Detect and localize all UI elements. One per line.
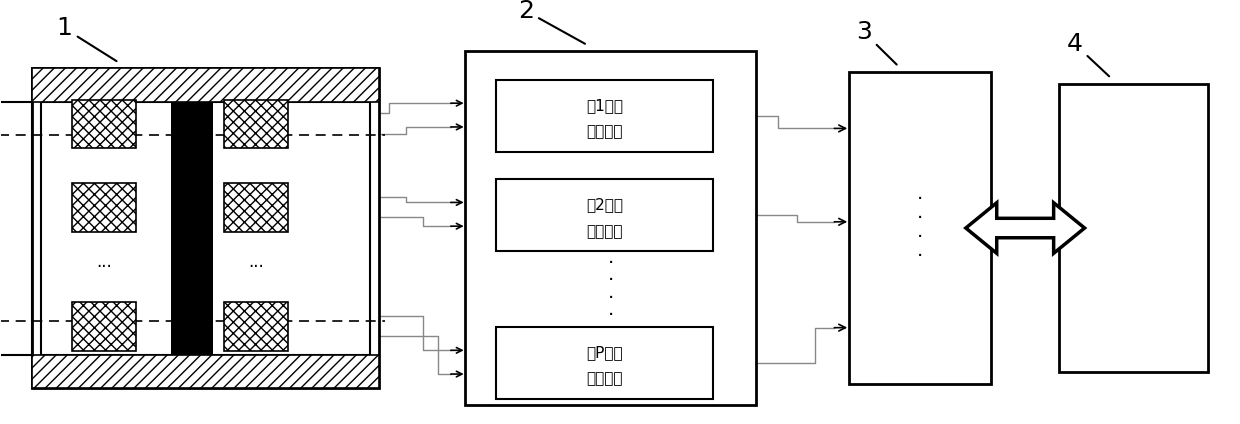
Bar bbox=[32, 68, 378, 102]
Bar bbox=[224, 100, 289, 148]
Text: ·
·
·
·: · · · · bbox=[916, 190, 923, 266]
Bar bbox=[496, 327, 713, 399]
Text: 第P差分: 第P差分 bbox=[587, 345, 622, 360]
Bar bbox=[32, 68, 378, 388]
Text: 3: 3 bbox=[856, 20, 897, 64]
Bar bbox=[849, 73, 991, 384]
Bar bbox=[72, 183, 136, 232]
Bar bbox=[72, 302, 136, 351]
Bar bbox=[41, 102, 370, 354]
Bar bbox=[32, 354, 378, 388]
Text: ···: ··· bbox=[248, 258, 264, 276]
Bar bbox=[72, 100, 136, 148]
Polygon shape bbox=[966, 203, 1085, 253]
Bar bbox=[224, 183, 289, 232]
Text: 4: 4 bbox=[1066, 32, 1109, 76]
Text: 检测电路: 检测电路 bbox=[587, 224, 622, 239]
Bar bbox=[465, 51, 756, 405]
Bar bbox=[224, 302, 289, 351]
Text: 检测电路: 检测电路 bbox=[587, 371, 622, 387]
Text: ·
·
·
·: · · · · bbox=[608, 254, 614, 325]
Text: 检测电路: 检测电路 bbox=[587, 125, 622, 139]
Text: 2: 2 bbox=[517, 0, 585, 44]
Text: 第1差分: 第1差分 bbox=[587, 98, 622, 113]
Bar bbox=[496, 80, 713, 152]
Bar bbox=[1059, 84, 1208, 372]
Bar bbox=[171, 102, 213, 354]
Bar bbox=[0, 102, 32, 354]
Text: 1: 1 bbox=[57, 17, 117, 61]
Text: ···: ··· bbox=[97, 258, 112, 276]
Bar bbox=[496, 179, 713, 251]
Text: 第2差分: 第2差分 bbox=[587, 197, 622, 212]
